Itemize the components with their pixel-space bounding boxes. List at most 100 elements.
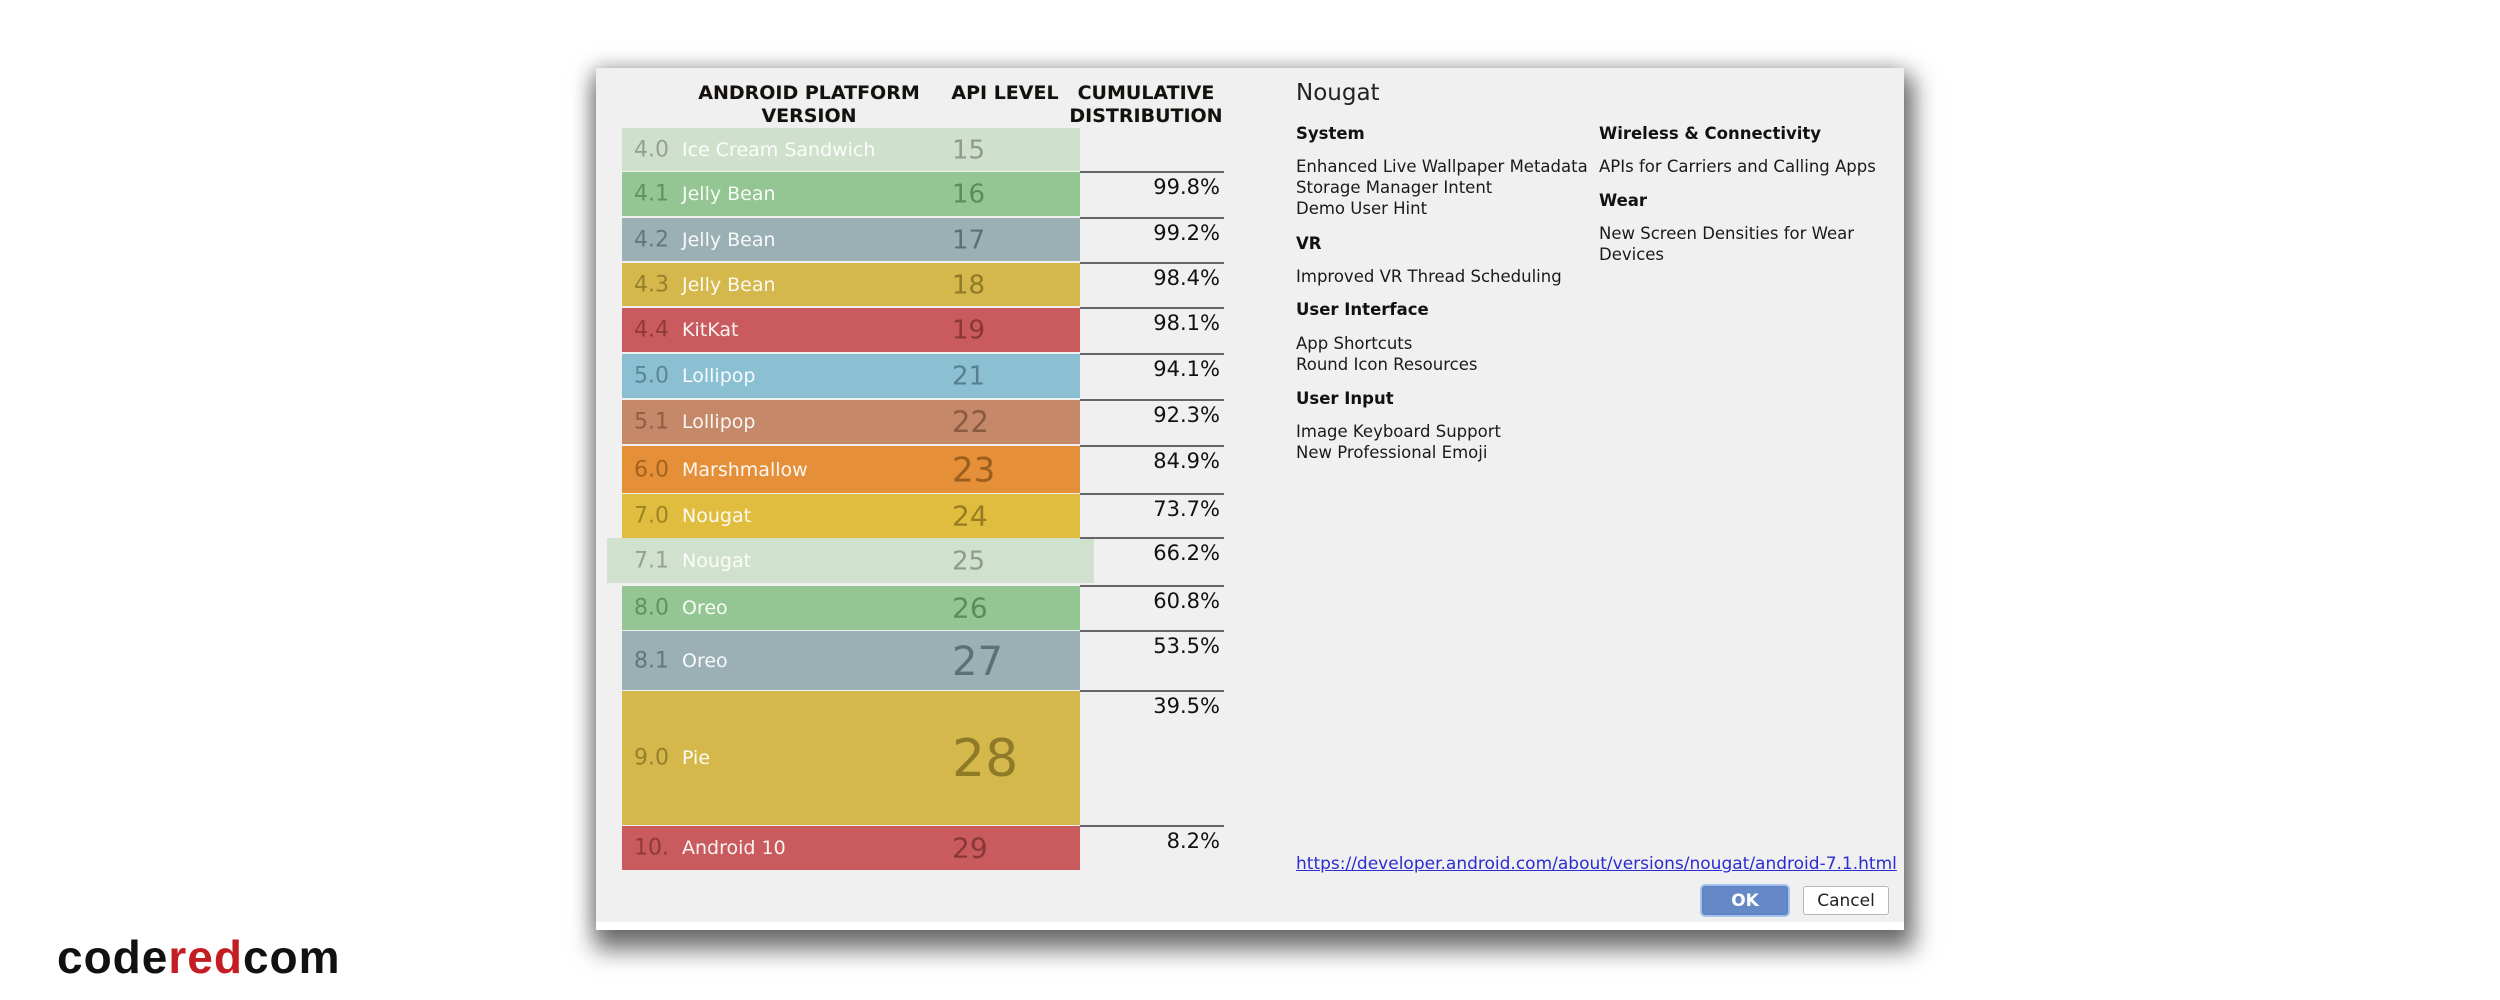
version-number: 4.3: [634, 272, 669, 297]
section-heading: System: [1296, 124, 1365, 143]
version-row[interactable]: 4.4 KitKat 19: [622, 308, 1080, 352]
version-number: 9.0: [634, 745, 669, 771]
section-heading: Wear: [1599, 191, 1648, 210]
feature-item: Enhanced Live Wallpaper Metadata: [1296, 157, 1588, 176]
version-number: 8.0: [634, 595, 669, 621]
header-platform-version: ANDROID PLATFORM VERSION: [636, 82, 982, 128]
logo-part-code: code: [57, 931, 169, 983]
version-number: 7.0: [634, 503, 669, 529]
version-name: Nougat: [682, 505, 752, 527]
feature-item: New Professional Emoji: [1296, 443, 1488, 462]
section-heading: VR: [1296, 234, 1322, 253]
version-row[interactable]: 6.0 Marshmallow 23: [622, 446, 1080, 493]
feature-item: Demo User Hint: [1296, 199, 1428, 218]
api-level: 19: [952, 315, 986, 346]
feature-item: Devices: [1599, 245, 1665, 264]
version-number: 5.0: [634, 363, 669, 389]
version-number: 4.2: [634, 227, 669, 252]
version-name: Jelly Bean: [682, 273, 776, 296]
version-name: Lollipop: [682, 365, 756, 387]
version-number: 10.: [634, 835, 669, 861]
header-cumulative-distribution: CUMULATIVE DISTRIBUTION: [1066, 82, 1226, 128]
cumulative-distribution-value: 39.5%: [1080, 690, 1224, 718]
version-number: 5.1: [634, 409, 669, 435]
ok-button[interactable]: OK: [1702, 886, 1788, 915]
documentation-link[interactable]: https://developer.android.com/about/vers…: [1296, 854, 1897, 874]
version-row[interactable]: 8.1 Oreo 27: [622, 631, 1080, 690]
version-row[interactable]: 4.2 Jelly Bean 17: [622, 218, 1080, 261]
api-level: 23: [952, 450, 996, 491]
cumulative-distribution-value: 98.1%: [1080, 307, 1224, 335]
section-heading: Wireless & Connectivity: [1599, 124, 1822, 143]
api-level: 21: [952, 361, 986, 392]
cumulative-distribution-value: 99.8%: [1080, 171, 1224, 199]
header-platform-line1: ANDROID PLATFORM: [698, 82, 920, 104]
logo-part-red: red: [168, 931, 243, 983]
android-version-dialog: ANDROID PLATFORM VERSION API LEVEL CUMUL…: [596, 68, 1904, 930]
version-row[interactable]: 4.1 Jelly Bean 16: [622, 172, 1080, 216]
feature-item: New Screen Densities for Wear: [1599, 224, 1855, 243]
feature-item: APIs for Carriers and Calling Apps: [1599, 157, 1876, 176]
feature-item: Round Icon Resources: [1296, 355, 1478, 374]
version-number: 4.0: [634, 137, 669, 162]
api-level: 18: [952, 270, 986, 301]
version-name: Oreo: [682, 649, 728, 672]
section-heading: User Input: [1296, 389, 1394, 408]
section-heading: User Interface: [1296, 300, 1429, 319]
header-api-level: API LEVEL: [951, 82, 1059, 104]
version-name: Nougat: [682, 549, 752, 572]
version-name: Lollipop: [682, 411, 756, 433]
feature-item: Image Keyboard Support: [1296, 422, 1501, 441]
api-level: 29: [952, 831, 988, 865]
watermark-logo: coderedcom: [57, 930, 341, 984]
cumulative-distribution-value: 92.3%: [1080, 399, 1224, 427]
version-row[interactable]: 9.0 Pie 28: [622, 691, 1080, 825]
cumulative-distribution-value: 53.5%: [1080, 630, 1224, 658]
cumulative-distribution-value: 99.2%: [1080, 217, 1224, 245]
info-title: Nougat: [1296, 80, 1380, 106]
feature-item: Storage Manager Intent: [1296, 178, 1493, 197]
api-level: 28: [952, 729, 1019, 790]
version-number: 7.1: [634, 548, 669, 573]
cumulative-distribution-value: 8.2%: [1080, 825, 1224, 853]
version-number: 8.1: [634, 648, 669, 673]
cumulative-distribution-value: 94.1%: [1080, 353, 1224, 381]
version-name: Pie: [682, 747, 711, 769]
version-name: Oreo: [682, 597, 728, 619]
version-row[interactable]: 5.1 Lollipop 22: [622, 400, 1080, 444]
api-level: 22: [952, 405, 989, 440]
cumulative-distribution-value: 84.9%: [1080, 445, 1224, 473]
cancel-button[interactable]: Cancel: [1803, 886, 1889, 915]
cumulative-distribution-value: 66.2%: [1080, 537, 1224, 565]
version-name: Jelly Bean: [682, 228, 776, 251]
api-level: 26: [952, 591, 988, 625]
version-row[interactable]: 10. Android 10 29: [622, 826, 1080, 870]
version-name: Android 10: [682, 837, 786, 859]
version-row[interactable]: 8.0 Oreo 26: [622, 586, 1080, 630]
api-level: 27: [952, 638, 1003, 685]
version-row[interactable]: 5.0 Lollipop 21: [622, 354, 1080, 398]
cumulative-distribution-value: 60.8%: [1080, 585, 1224, 613]
version-number: 4.4: [634, 317, 669, 343]
version-row[interactable]: 4.3 Jelly Bean 18: [622, 263, 1080, 306]
version-name: Ice Cream Sandwich: [682, 138, 876, 161]
version-row[interactable]: 4.0 Ice Cream Sandwich 15: [622, 128, 1080, 171]
api-level: 16: [952, 179, 986, 210]
version-name: Marshmallow: [682, 458, 808, 481]
cumulative-distribution-value: 98.4%: [1080, 262, 1224, 290]
feature-item: App Shortcuts: [1296, 334, 1413, 353]
version-name: KitKat: [682, 319, 739, 341]
header-cum-line2: DISTRIBUTION: [1069, 105, 1223, 127]
version-number: 6.0: [634, 457, 669, 482]
logo-part-com: com: [242, 931, 341, 983]
version-number: 4.1: [634, 181, 669, 207]
api-level: 17: [952, 225, 986, 256]
cumulative-distribution-value: 73.7%: [1080, 493, 1224, 521]
api-level: 15: [952, 135, 986, 166]
version-name: Jelly Bean: [682, 183, 776, 205]
version-row[interactable]: 7.0 Nougat 24: [622, 494, 1080, 538]
header-cum-line1: CUMULATIVE: [1077, 82, 1215, 104]
header-platform-line2: VERSION: [761, 105, 857, 127]
version-row[interactable]: 7.1 Nougat 25: [607, 538, 1094, 583]
feature-item: Improved VR Thread Scheduling: [1296, 267, 1562, 286]
